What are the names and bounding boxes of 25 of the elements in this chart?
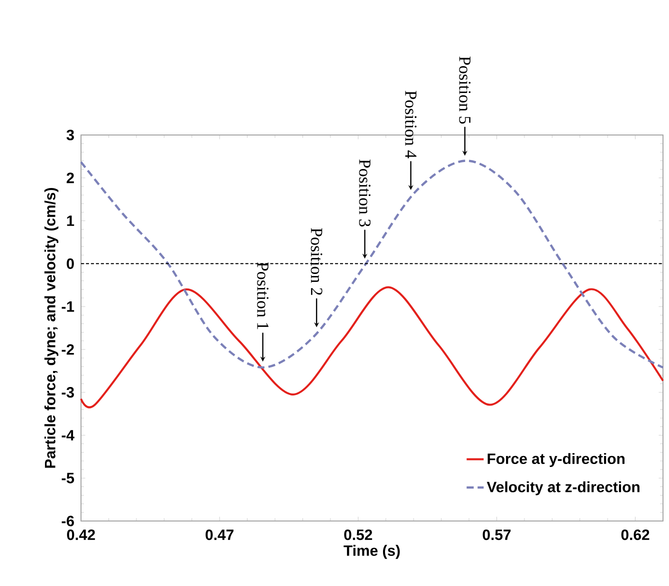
x-axis-title: Time (s) — [344, 544, 400, 559]
y-tick-label: -6 — [62, 516, 74, 526]
annotation: Position 4 — [405, 90, 416, 158]
annotation: Position 3 — [359, 159, 370, 227]
legend-label: Force at y-direction — [488, 453, 624, 467]
y-tick-label: -3 — [62, 387, 74, 398]
annotation: Position 5 — [459, 56, 471, 124]
y-tick-label: 2 — [66, 172, 74, 184]
annotation: Position 2 — [310, 228, 322, 295]
annotation: Position 1 — [257, 262, 268, 330]
y-tick-label: 1 — [67, 216, 74, 226]
legend-label: Velocity at z-direction — [486, 481, 640, 496]
x-tick-label: 0.42 — [67, 530, 95, 540]
x-tick-label: 0.57 — [482, 530, 511, 540]
y-tick-label: -2 — [62, 344, 74, 355]
x-tick-label: 0.52 — [344, 530, 372, 540]
y-tick-label: 0 — [66, 258, 74, 269]
y-tick-label: -5 — [62, 472, 74, 484]
y-tick-label: -4 — [62, 430, 74, 440]
x-tick-label: 0.62 — [621, 530, 650, 540]
line-series — [80, 160, 664, 369]
y-tick-label: -1 — [62, 301, 74, 312]
y-tick-label: 3 — [66, 130, 74, 140]
y-axis-title: Particle force, dyne; and velocity (cm/s) — [44, 188, 58, 468]
x-tick-label: 0.47 — [206, 530, 234, 540]
